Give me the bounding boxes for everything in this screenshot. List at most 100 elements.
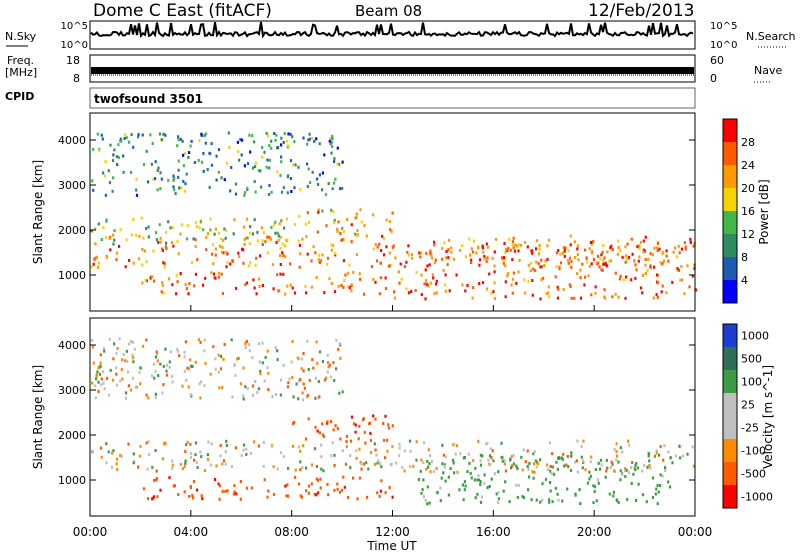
- heatmap-cell: [185, 237, 189, 241]
- heatmap-cell: [576, 253, 579, 257]
- heatmap-cell: [490, 477, 493, 481]
- heatmap-cell: [282, 186, 285, 190]
- heatmap-cell: [242, 261, 245, 265]
- heatmap-cell: [566, 487, 569, 491]
- heatmap-cell: [188, 151, 191, 155]
- heatmap-cell: [468, 461, 471, 465]
- heatmap-cell: [289, 177, 292, 180]
- heatmap-cell: [681, 454, 684, 458]
- heatmap-cell: [190, 139, 193, 143]
- heatmap-cell: [561, 499, 564, 503]
- heatmap-cell: [317, 183, 320, 186]
- heatmap-cell: [279, 235, 282, 239]
- heatmap-cell: [559, 252, 562, 256]
- heatmap-cell: [609, 259, 612, 263]
- heatmap-cell: [272, 465, 275, 469]
- heatmap-cell: [280, 143, 283, 147]
- heatmap-cell: [182, 179, 185, 183]
- heatmap-cell: [314, 251, 317, 255]
- heatmap-cell: [230, 338, 233, 342]
- heatmap-cell: [570, 259, 573, 263]
- heatmap-cell: [287, 494, 290, 498]
- heatmap-cell: [321, 171, 324, 175]
- heatmap-cell: [360, 220, 363, 224]
- heatmap-cell: [581, 262, 584, 266]
- heatmap-cell: [330, 208, 333, 212]
- heatmap-cell: [271, 263, 274, 267]
- heatmap-cell: [668, 485, 672, 489]
- heatmap-cell: [541, 482, 544, 486]
- heatmap-cell: [169, 226, 172, 230]
- heatmap-cell: [279, 393, 282, 397]
- heatmap-cell: [214, 227, 217, 231]
- heatmap-cell: [190, 364, 193, 368]
- heatmap-cell: [688, 285, 691, 289]
- heatmap-cell: [249, 261, 252, 265]
- heatmap-cell: [243, 164, 246, 168]
- heatmap-cell: [175, 273, 178, 277]
- heatmap-cell: [598, 265, 601, 269]
- heatmap-cell: [262, 231, 265, 235]
- heatmap-cell: [316, 361, 319, 365]
- heatmap-cell: [642, 248, 645, 252]
- heatmap-cell: [340, 283, 343, 287]
- heatmap-cell: [165, 373, 169, 377]
- heatmap-cell: [549, 469, 552, 473]
- heatmap-cell: [164, 231, 168, 235]
- heatmap-cell: [561, 251, 564, 255]
- heatmap-cell: [299, 468, 302, 472]
- heatmap-cell: [204, 276, 207, 280]
- heatmap-cell: [94, 396, 97, 400]
- heatmap-cell: [275, 133, 278, 137]
- heatmap-cell: [268, 184, 271, 187]
- heatmap-cell: [619, 478, 622, 482]
- heatmap-cell: [330, 151, 333, 155]
- heatmap-cell: [410, 256, 414, 260]
- heatmap-cell: [622, 278, 625, 282]
- heatmap-cell: [188, 494, 191, 498]
- heatmap-cell: [637, 259, 640, 263]
- heatmap-cell: [307, 484, 311, 488]
- y-tick-label: 2000: [58, 429, 86, 442]
- heatmap-cell: [667, 450, 670, 454]
- heatmap-cell: [300, 357, 304, 361]
- heatmap-cell: [585, 256, 588, 260]
- heatmap-cell: [91, 345, 94, 349]
- heatmap-cell: [91, 179, 94, 183]
- heatmap-cell: [149, 276, 152, 280]
- heatmap-cell: [280, 155, 283, 159]
- heatmap-cell: [153, 376, 156, 380]
- heatmap-cell: [109, 143, 112, 147]
- x-tick-label: 00:00: [678, 525, 713, 539]
- heatmap-cell: [152, 362, 155, 366]
- heatmap-cell: [360, 467, 363, 471]
- heatmap-cell: [293, 291, 297, 295]
- heatmap-cell: [271, 395, 274, 399]
- heatmap-cell: [224, 450, 227, 454]
- heatmap-cell: [305, 489, 308, 493]
- heatmap-cell: [375, 259, 379, 263]
- heatmap-cell: [286, 191, 289, 195]
- heatmap-cell: [555, 265, 558, 268]
- heatmap-cell: [268, 192, 271, 196]
- heatmap-cell: [508, 237, 511, 241]
- heatmap-cell: [248, 349, 251, 353]
- heatmap-cell: [427, 448, 430, 452]
- heatmap-cell: [115, 462, 118, 466]
- beam-title: Beam 08: [355, 2, 422, 20]
- heatmap-cell: [266, 235, 269, 239]
- heatmap-cell: [339, 356, 342, 360]
- heatmap-cell: [356, 229, 359, 232]
- heatmap-cell: [415, 440, 418, 444]
- heatmap-cell: [659, 445, 662, 449]
- heatmap-cell: [293, 140, 296, 144]
- heatmap-cell: [380, 465, 383, 469]
- heatmap-cell: [315, 137, 318, 141]
- heatmap-cell: [662, 259, 665, 263]
- heatmap-cell: [215, 464, 218, 468]
- heatmap-cell: [692, 244, 695, 248]
- heatmap-cell: [91, 449, 94, 453]
- heatmap-cell: [217, 482, 220, 486]
- heatmap-cell: [643, 464, 646, 467]
- heatmap-cell: [570, 265, 573, 269]
